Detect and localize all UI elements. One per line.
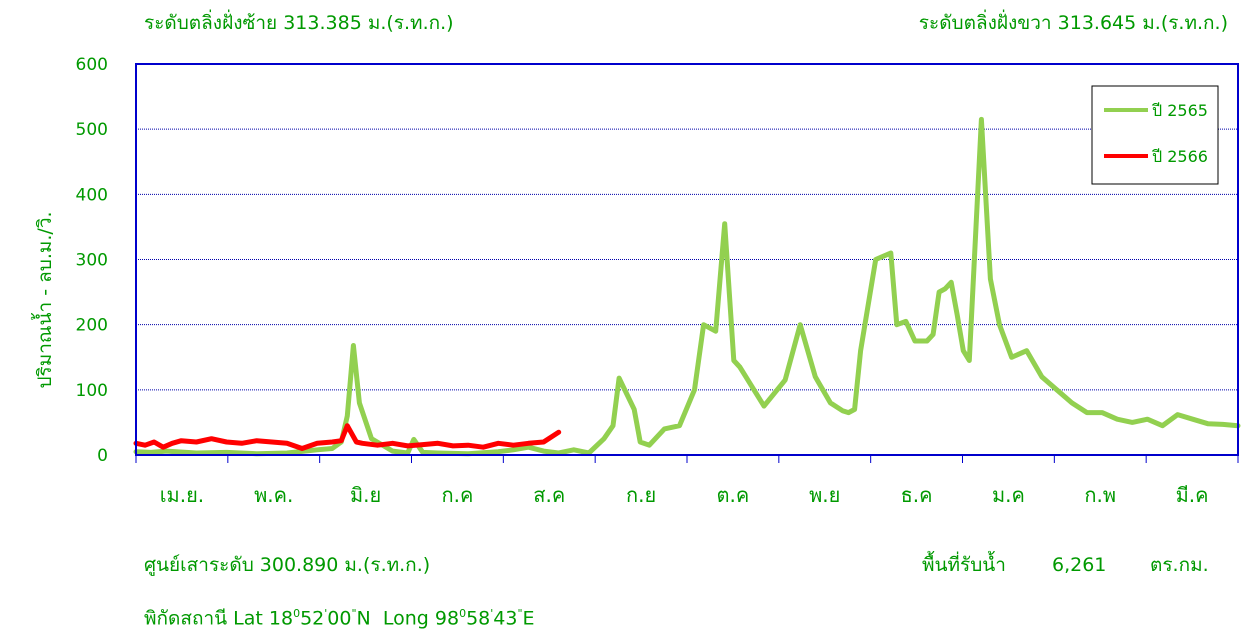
lat-sec: 00	[327, 607, 352, 630]
x-month-label: ต.ค	[717, 483, 750, 507]
y-tick-label: 500	[76, 120, 108, 140]
right-bank-level: ระดับตลิ่งฝั่งขวา 313.645 ม.(ร.ท.ก.)	[918, 12, 1228, 34]
legend-label-2565: ปี 2565	[1152, 101, 1208, 120]
plot-frame	[135, 63, 1239, 456]
grid-lines	[136, 128, 1238, 391]
x-month-label: ก.พ	[1084, 483, 1116, 507]
y-tick-label: 0	[97, 446, 108, 466]
x-month-label: มิ.ย	[350, 483, 381, 507]
discharge-chart: 0 100 200 300 400 500 600 เม.ย. พ.ค. มิ.ย ก.ค ส.ค ก…	[76, 55, 1241, 507]
long-deg-mark: 0	[459, 607, 467, 620]
y-ticks: 0 100 200 300 400 500 600	[76, 55, 108, 466]
y-tick-label: 100	[76, 381, 108, 401]
series-line-2566	[133, 423, 562, 451]
coords-prefix: พิกัดสถานี Lat	[144, 607, 263, 630]
y-tick-label: 400	[76, 185, 108, 205]
long-sec-mark: "	[517, 607, 523, 620]
long-min: 58	[466, 607, 491, 630]
x-month-label: ก.ย	[626, 483, 656, 507]
series-lines	[133, 116, 1241, 457]
x-month-label: พ.ค.	[254, 483, 293, 507]
long-min-mark: '	[490, 607, 494, 620]
legend-box	[1091, 85, 1219, 185]
x-month-label: มี.ค	[1176, 483, 1209, 507]
y-tick-label: 600	[76, 55, 108, 75]
long-hem: E	[522, 607, 535, 630]
x-month-label: พ.ย	[809, 483, 840, 507]
lat-min-mark: '	[324, 607, 328, 620]
station-coordinates: พิกัดสถานี Lat 18052'00"N Long 98058'43"…	[144, 608, 535, 628]
y-tick-label: 300	[76, 251, 108, 271]
lat-min: 52	[300, 607, 325, 630]
lat-deg-mark: 0	[293, 607, 301, 620]
legend: ปี 2565 ปี 2566	[1091, 85, 1219, 185]
y-tick-label: 200	[76, 316, 108, 336]
catchment-label: พื้นที่รับน้ำ	[922, 554, 1006, 576]
long-label: Long	[382, 607, 429, 630]
lat-sec-mark: "	[351, 607, 357, 620]
x-month-label: เม.ย.	[160, 483, 204, 507]
x-month-label: ก.ค	[441, 483, 473, 507]
lat-hem: N	[356, 607, 371, 630]
zero-gauge-level: ศูนย์เสาระดับ 300.890 ม.(ร.ท.ก.)	[144, 554, 431, 576]
x-month-labels: เม.ย. พ.ค. มิ.ย ก.ค ส.ค ก.ย ต.ค พ.ย ธ.ค ม.ค ก.พ มี.…	[135, 455, 1239, 507]
long-sec: 43	[493, 607, 518, 630]
x-month-label: ม.ค	[992, 483, 1025, 507]
x-month-label: ธ.ค	[901, 483, 933, 507]
left-bank-level: ระดับตลิ่งฝั่งซ้าย 313.385 ม.(ร.ท.ก.)	[144, 12, 454, 34]
x-month-label: ส.ค	[533, 483, 565, 507]
legend-label-2566: ปี 2566	[1152, 147, 1208, 166]
catchment-value: 6,261	[1052, 554, 1107, 576]
lat-deg: 18	[268, 607, 294, 630]
long-deg: 98	[434, 607, 460, 630]
series-line-2565	[133, 116, 1241, 457]
catchment-unit: ตร.กม.	[1150, 554, 1209, 576]
